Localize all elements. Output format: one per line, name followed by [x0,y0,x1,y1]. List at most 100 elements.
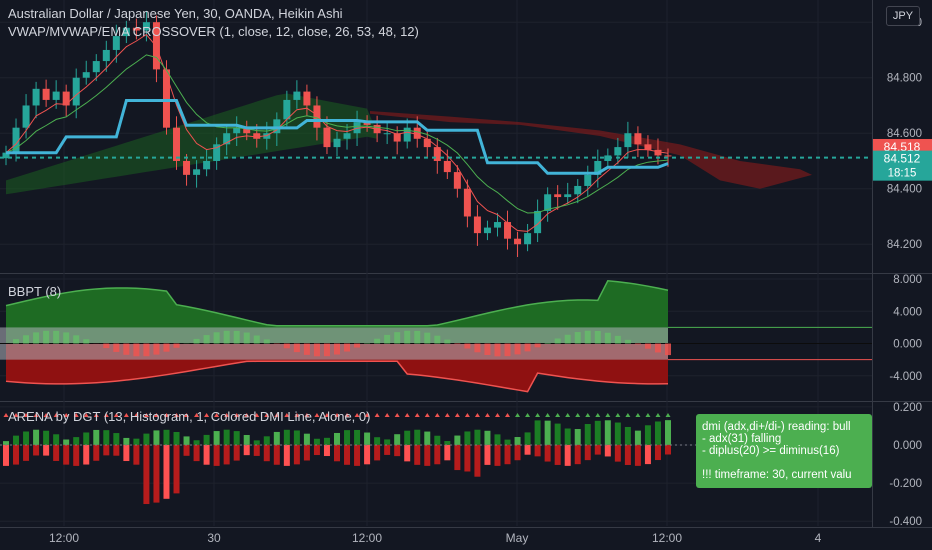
arena-bar-negative [313,444,320,456]
bbpt-histogram-bar [414,330,421,344]
bbpt-histogram-bar [143,343,150,357]
arena-signal-marker [374,413,380,417]
candle-body [283,99,291,120]
price-tick-label: 84.600 [887,128,922,140]
candle-body [393,133,401,142]
arena-bar-positive [13,435,20,445]
bbpt-histogram-bar [133,343,140,357]
arena-signal-marker [474,413,480,417]
arena-bar-positive [193,440,200,445]
arena-signal-marker [224,413,230,417]
bbpt-histogram-bar [454,343,461,345]
bbpt-histogram-bar [243,332,250,344]
bbpt-histogram-bar [213,332,220,344]
arena-bar-negative [203,444,210,465]
arena-bar-negative [644,444,651,465]
arena-signal-marker [324,413,330,417]
candle-body [213,144,221,161]
arena-bar-positive [494,434,501,445]
bbpt-tick-label: 4.000 [893,306,922,318]
arena-bar-positive [123,437,130,445]
bbpt-histogram-bar [564,334,571,344]
bbpt-histogram-bar [444,339,451,344]
arena-signal-marker [635,413,641,417]
arena-signal-marker [484,413,490,417]
arena-signal-marker [194,413,200,417]
arena-signal-marker [404,413,410,417]
arena-bar-positive [263,436,270,445]
arena-bar-positive [364,432,371,445]
arena-bar-positive [323,437,330,445]
arena-bar-positive [634,430,641,445]
arena-bar-positive [374,437,381,445]
price-tick-label: 84.400 [887,184,922,196]
arena-bar-positive [604,420,611,445]
bbpt-histogram-bar [73,335,80,344]
bbpt-histogram-bar [23,335,30,344]
bbpt-histogram-bar [323,343,330,357]
arena-signal-marker [53,413,59,417]
arena-bar-negative [103,444,110,456]
arena-bar-positive [293,430,300,445]
bbpt-histogram-bar [33,332,40,344]
candle-body [173,127,181,161]
arena-bar-positive [313,438,320,445]
arena-bar-positive [644,425,651,445]
currency-badge[interactable]: JPY [886,6,920,26]
candle-body [473,216,481,234]
candle-body [243,127,251,134]
arena-tick-label: 0.000 [893,440,922,452]
candle-body [203,160,211,170]
candle-body [534,210,542,234]
bbpt-histogram-bar [594,330,601,344]
bbpt-histogram-bar [313,343,320,357]
arena-bar-negative [564,444,571,466]
candle-body [62,91,70,106]
arena-bar-positive [173,431,180,445]
bbpt-histogram-bar [394,332,401,344]
arena-bar-negative [163,444,170,499]
arena-bar-negative [504,444,511,465]
arena-bar-positive [203,434,210,445]
arena-signal-marker [344,413,350,417]
arena-bar-negative [263,444,270,462]
bbpt-histogram-bar [13,339,20,344]
bbpt-histogram-bar [574,332,581,344]
arena-signal-marker [364,413,370,417]
arena-bar-negative [554,444,561,465]
arena-signal-marker [575,413,581,417]
arena-bar-negative [53,444,60,461]
candle-body [654,149,662,156]
candle-body [52,91,60,100]
candle-body [183,160,191,175]
arena-signal-marker [414,413,420,417]
arena-bar-positive [544,420,551,445]
arena-signal-marker [334,413,340,417]
candle-body [463,188,471,217]
arena-bar-negative [293,444,300,465]
time-tick-label: 12:00 [352,531,382,545]
arena-bar-positive [654,421,661,445]
bbpt-histogram-bar [83,339,90,344]
arena-bar-negative [93,444,100,461]
bbpt-histogram-bar [424,332,431,344]
arena-bar-positive [474,429,481,445]
arena-signal-marker [23,413,29,417]
arena-bar-positive [3,441,9,445]
candle-body [413,127,421,139]
arena-bar-positive [223,429,230,445]
candle-body [584,174,592,186]
arena-bar-negative [153,444,160,503]
bbpt-histogram-bar [544,342,551,344]
bbpt-histogram-bar [223,330,230,344]
bbpt-histogram-bar [163,343,170,352]
candle-body [92,61,100,73]
arena-bar-negative [444,444,451,461]
candle-body [423,138,431,148]
bbpt-histogram-bar [484,343,491,356]
price-tick-label: 84.200 [887,239,922,251]
candle-body [112,36,120,50]
candle-body [363,122,371,125]
arena-bar-positive [344,430,351,445]
